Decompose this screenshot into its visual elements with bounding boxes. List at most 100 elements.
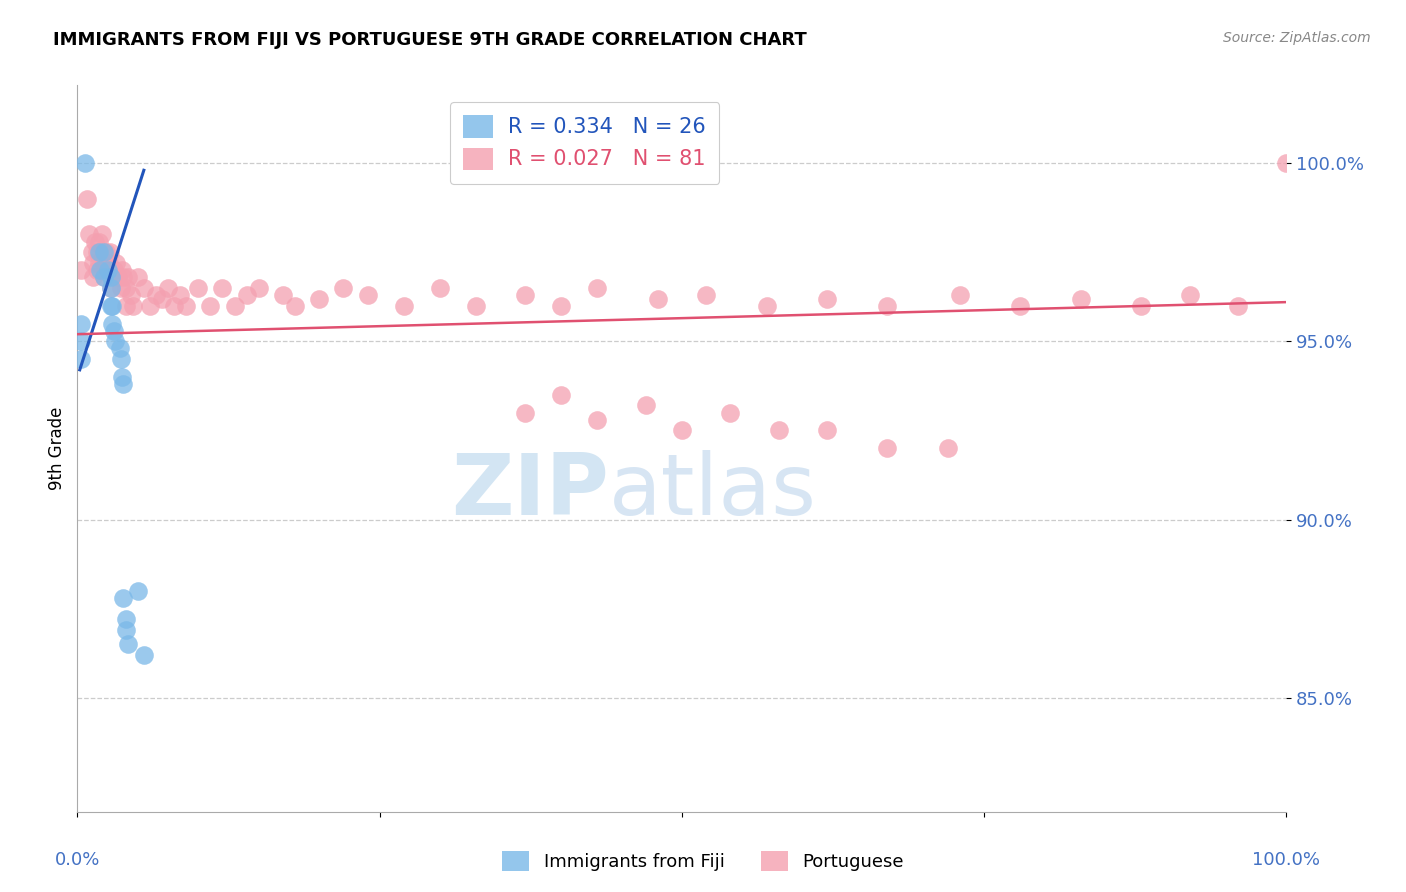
Point <box>112 270 135 285</box>
Point <box>70 263 93 277</box>
Point <box>82 256 104 270</box>
Point <box>1227 299 1250 313</box>
Point <box>104 270 127 285</box>
Point <box>586 281 609 295</box>
Point <box>98 245 121 260</box>
Point <box>284 299 307 313</box>
Point <box>392 299 415 313</box>
Point <box>104 334 127 349</box>
Point <box>718 406 741 420</box>
Legend: R = 0.334   N = 26, R = 0.027   N = 81: R = 0.334 N = 26, R = 0.027 N = 81 <box>450 102 720 184</box>
Point <box>111 370 134 384</box>
Point <box>97 256 120 270</box>
Point <box>87 235 110 249</box>
Point <box>1130 299 1153 313</box>
Point <box>127 583 149 598</box>
Point <box>100 270 122 285</box>
Point <box>815 424 838 438</box>
Point <box>112 377 135 392</box>
Point <box>70 317 93 331</box>
Point <box>70 352 93 367</box>
Point <box>550 388 572 402</box>
Point <box>103 324 125 338</box>
Point <box>132 281 155 295</box>
Point <box>107 270 129 285</box>
Point <box>93 245 115 260</box>
Point <box>513 288 536 302</box>
Point <box>150 292 173 306</box>
Point <box>647 292 669 306</box>
Point <box>96 263 118 277</box>
Point <box>936 442 959 455</box>
Point <box>93 270 115 285</box>
Point <box>86 245 108 260</box>
Point <box>93 256 115 270</box>
Point <box>114 281 136 295</box>
Point <box>105 256 128 270</box>
Point <box>247 281 270 295</box>
Point <box>127 270 149 285</box>
Point <box>429 281 451 295</box>
Point <box>768 424 790 438</box>
Point <box>87 245 110 260</box>
Point <box>96 245 118 260</box>
Point <box>200 299 222 313</box>
Point <box>949 288 972 302</box>
Point <box>876 299 898 313</box>
Y-axis label: 9th Grade: 9th Grade <box>48 407 66 490</box>
Point <box>91 245 114 260</box>
Point <box>87 256 110 270</box>
Point <box>110 352 132 367</box>
Point <box>108 342 131 356</box>
Point <box>96 263 118 277</box>
Point <box>93 270 115 285</box>
Point <box>308 292 330 306</box>
Point <box>111 263 134 277</box>
Point <box>356 288 378 302</box>
Point <box>76 192 98 206</box>
Point <box>122 299 145 313</box>
Point <box>120 288 142 302</box>
Point <box>634 399 657 413</box>
Legend: Immigrants from Fiji, Portuguese: Immigrants from Fiji, Portuguese <box>495 844 911 879</box>
Point <box>103 263 125 277</box>
Text: 100.0%: 100.0% <box>1253 851 1320 869</box>
Point <box>110 281 132 295</box>
Point <box>235 288 257 302</box>
Point <box>114 612 136 626</box>
Point <box>187 281 209 295</box>
Point <box>755 299 778 313</box>
Point <box>1178 288 1201 302</box>
Point <box>174 299 197 313</box>
Point <box>117 637 139 651</box>
Point <box>89 263 111 277</box>
Point <box>332 281 354 295</box>
Point <box>695 288 717 302</box>
Point <box>100 263 122 277</box>
Point <box>876 442 898 455</box>
Point <box>84 235 107 249</box>
Point <box>112 591 135 605</box>
Point <box>73 156 96 170</box>
Point <box>114 299 136 313</box>
Point <box>550 299 572 313</box>
Point <box>101 317 124 331</box>
Point <box>211 281 233 295</box>
Point <box>671 424 693 438</box>
Point <box>815 292 838 306</box>
Point <box>82 270 104 285</box>
Text: IMMIGRANTS FROM FIJI VS PORTUGUESE 9TH GRADE CORRELATION CHART: IMMIGRANTS FROM FIJI VS PORTUGUESE 9TH G… <box>53 31 807 49</box>
Text: ZIP: ZIP <box>451 450 609 533</box>
Point <box>114 623 136 637</box>
Point <box>169 288 191 302</box>
Point <box>145 288 167 302</box>
Point <box>139 299 162 313</box>
Point <box>70 334 93 349</box>
Point <box>100 299 122 313</box>
Point <box>1070 292 1092 306</box>
Point <box>80 245 103 260</box>
Point <box>117 270 139 285</box>
Point <box>79 227 101 242</box>
Point <box>157 281 180 295</box>
Point <box>513 406 536 420</box>
